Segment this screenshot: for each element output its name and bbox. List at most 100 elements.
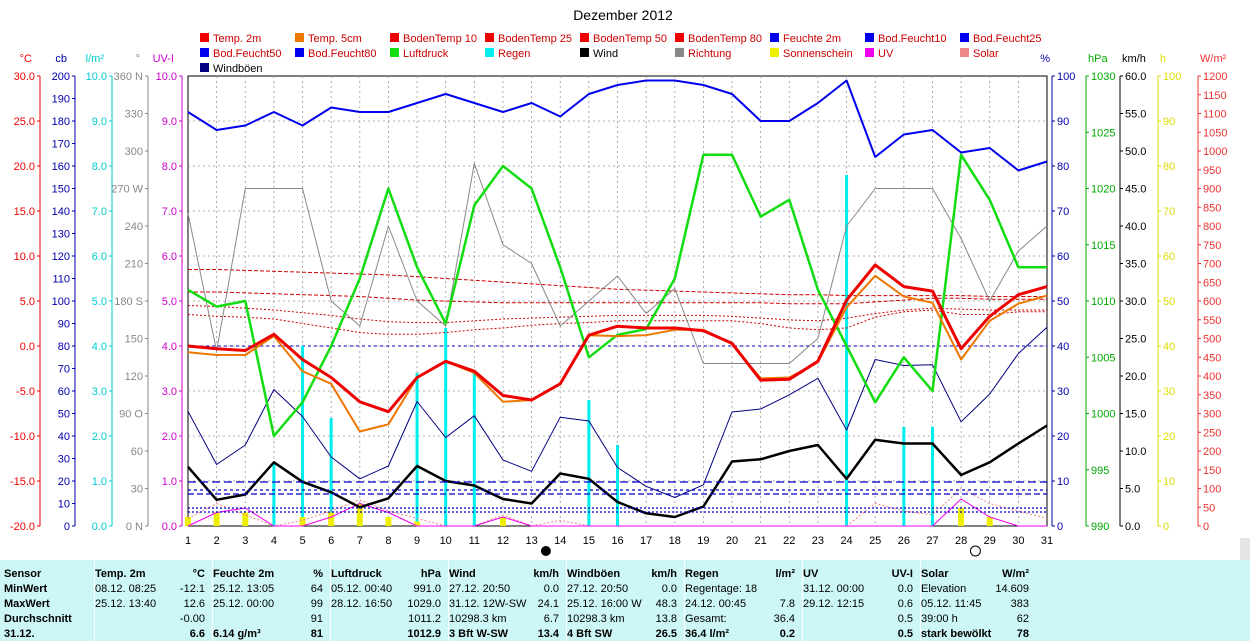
- right-axis-tick-label: 45.0: [1125, 184, 1146, 196]
- legend-swatch: [390, 48, 399, 57]
- stats-value: 6.6: [189, 628, 205, 640]
- legend-swatch: [200, 63, 209, 72]
- stats-row: Gesamt: 36.4: [685, 613, 795, 627]
- legend-label: BodenTemp 10: [403, 33, 477, 45]
- stats-value: 13.8: [655, 613, 677, 625]
- left-axis-tick-label: 10.0: [14, 251, 35, 263]
- stats-row: Solar W/m²: [921, 568, 1029, 582]
- left-axis-tick-label: 25.0: [14, 116, 35, 128]
- x-tick-label: 7: [357, 535, 363, 547]
- stats-value: 1029.0: [407, 598, 441, 610]
- sunshine-bar: [356, 503, 363, 526]
- right-axis-tick-label: 1050: [1203, 127, 1227, 139]
- rain-bar: [845, 175, 849, 526]
- sunshine-bar: [242, 512, 249, 526]
- stats-value: W/m²: [1002, 568, 1029, 580]
- right-axis-tick-label: 40: [1163, 341, 1175, 353]
- right-axis-tick-label: 1200: [1203, 71, 1227, 83]
- stats-value: 78: [1016, 628, 1029, 640]
- left-axis-tick-label: 360 N: [114, 71, 143, 83]
- rain-bar: [930, 427, 934, 526]
- stats-row: Temp. 2m °C: [95, 568, 205, 582]
- legend-label: Sonnenschein: [783, 48, 853, 60]
- stats-column: Windböen km/h 27.12. 20:50 0.0 25.12. 16:00 …: [566, 560, 681, 641]
- sunshine-bar: [299, 517, 306, 526]
- left-axis-tick-label: 0: [64, 521, 70, 533]
- stats-label: 05.12. 11:45: [921, 598, 982, 610]
- stats-value: km/h: [533, 568, 559, 580]
- legend-swatch: [865, 48, 874, 57]
- stats-row: 24.12. 00:45 7.8: [685, 598, 795, 612]
- stats-label: Windböen: [567, 568, 621, 580]
- right-axis-tick-label: 1020: [1091, 184, 1115, 196]
- stats-value: %: [313, 568, 323, 580]
- rain-bar: [329, 418, 333, 526]
- left-axis-tick-label: 60: [131, 446, 143, 458]
- vertical-scrollbar[interactable]: [1240, 538, 1250, 560]
- stats-label: 08.12. 08:25: [95, 583, 157, 595]
- x-tick-label: 15: [583, 535, 595, 547]
- stats-column: UV UV-I 31.12. 00:00 0.0 29.12. 12:15 0.6 0.5 0…: [802, 560, 917, 641]
- right-axis-tick-label: 90: [1057, 116, 1069, 128]
- right-axis-unit: km/h: [1122, 53, 1146, 65]
- gust-line: [187, 326, 1048, 498]
- left-axis-tick-label: 8.0: [162, 161, 177, 173]
- x-tick-label: 12: [497, 535, 509, 547]
- left-axis-tick-label: 270 W: [111, 184, 143, 196]
- right-axis-tick-label: 550: [1203, 315, 1221, 327]
- stats-row: MinWert: [4, 583, 86, 597]
- left-axis-tick-label: 140: [52, 206, 70, 218]
- temp-5cm-line: [187, 274, 1048, 433]
- stats-label: Regentage: 18: [685, 583, 758, 595]
- left-axis-tick-label: 0.0: [92, 521, 107, 533]
- x-tick-label: 1: [185, 535, 191, 547]
- left-axis-tick-label: 9.0: [162, 116, 177, 128]
- left-axis-tick-label: -5.0: [16, 386, 35, 398]
- legend-label: Wind: [593, 48, 618, 60]
- right-axis-tick-label: 200: [1203, 446, 1221, 458]
- stats-column: Solar W/m² Elevation 14.609 05.12. 11:45 383 3…: [920, 560, 1033, 641]
- left-axis-tick-label: 20.0: [14, 161, 35, 173]
- right-axis-tick-label: 1030: [1091, 71, 1115, 83]
- soil-temp-10-line: [187, 309, 1047, 335]
- stats-column: Sensor MinWert MaxWert Durchschnitt 31.12.: [4, 560, 90, 641]
- legend-swatch: [295, 33, 304, 42]
- stats-value: 12.6: [183, 598, 205, 610]
- rain-bar: [472, 373, 476, 526]
- legend-label: Bod.Feucht50: [213, 48, 282, 60]
- stats-row: 1011.2: [331, 613, 441, 627]
- left-axis-tick-label: 300: [125, 146, 143, 158]
- left-axis-tick-label: 9.0: [92, 116, 107, 128]
- legend-swatch: [580, 48, 589, 57]
- right-axis-tick-label: 50.0: [1125, 146, 1146, 158]
- right-axis-tick-label: 20: [1163, 431, 1175, 443]
- left-axis-tick-label: 15.0: [14, 206, 35, 218]
- x-tick-label: 31: [1041, 535, 1053, 547]
- right-axis-tick-label: 40: [1057, 341, 1069, 353]
- legend-swatch: [960, 48, 969, 57]
- right-axis-tick-label: 35.0: [1125, 259, 1146, 271]
- stats-row: 29.12. 12:15 0.6: [803, 598, 913, 612]
- left-axis-unit: °: [136, 53, 140, 65]
- right-axis-tick-label: 0: [1203, 521, 1209, 533]
- x-tick-label: 27: [926, 535, 938, 547]
- left-axis-tick-label: 50: [58, 409, 70, 421]
- x-tick-label: 10: [440, 535, 452, 547]
- stats-row: 05.12. 00:40 991.0: [331, 583, 441, 597]
- stats-row: 36.4 l/m² 0.2: [685, 628, 795, 641]
- stats-label: 4 Bft SW: [567, 628, 613, 640]
- sunshine-bar: [185, 517, 191, 526]
- left-axis-tick-label: 0.0: [20, 341, 35, 353]
- stats-value: 48.3: [655, 598, 677, 610]
- x-tick-label: 29: [984, 535, 996, 547]
- stats-label: 25.12. 00:00: [213, 598, 275, 610]
- direction-line: [187, 163, 1048, 364]
- x-tick-label: 9: [414, 535, 420, 547]
- left-axis-tick-label: 170: [52, 139, 70, 151]
- right-axis-tick-label: 1010: [1091, 296, 1115, 308]
- stats-value: 0.5: [897, 613, 913, 625]
- left-axis-tick-label: 240: [125, 221, 143, 233]
- right-axis-tick-label: 60.0: [1125, 71, 1146, 83]
- left-axis-unit: l/m²: [86, 53, 105, 65]
- pressure-line: [187, 153, 1047, 438]
